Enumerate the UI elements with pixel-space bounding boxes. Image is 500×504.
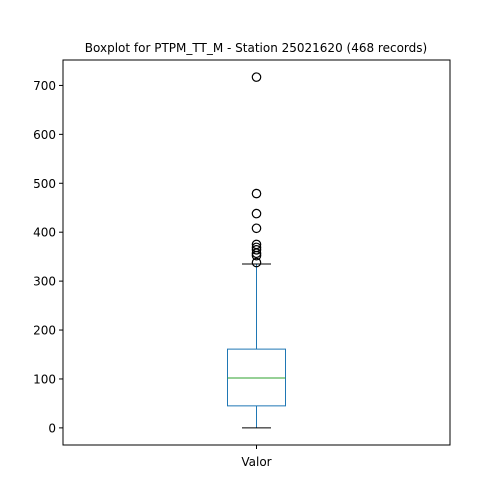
- plot-area-frame: [62, 59, 451, 446]
- x-axis: Valor: [241, 445, 272, 469]
- outlier-group: [251, 72, 262, 268]
- outlier-point: [251, 208, 262, 219]
- outlier-point: [251, 188, 262, 199]
- chart-title: Boxplot for PTPM_TT_M - Station 25021620…: [85, 41, 427, 55]
- y-tick-label: 300: [33, 275, 56, 289]
- y-tick-label: 500: [33, 177, 56, 191]
- y-tick-label: 400: [33, 226, 56, 240]
- outlier-point: [251, 72, 262, 82]
- outlier-point: [251, 245, 262, 255]
- y-tick-label: 100: [33, 372, 56, 386]
- box-group: [227, 263, 286, 429]
- y-axis: 0 100 200 300 400 500 600 700: [33, 79, 63, 435]
- outlier-point: [251, 242, 262, 253]
- y-tick-label: 700: [33, 79, 56, 93]
- y-tick-label: 200: [33, 324, 56, 338]
- y-tick-label: 0: [48, 421, 56, 435]
- x-tick-label: Valor: [241, 455, 271, 469]
- outlier-point: [251, 223, 262, 234]
- y-tick-label: 600: [33, 128, 56, 142]
- outlier-point: [251, 257, 262, 268]
- outlier-point: [251, 239, 262, 250]
